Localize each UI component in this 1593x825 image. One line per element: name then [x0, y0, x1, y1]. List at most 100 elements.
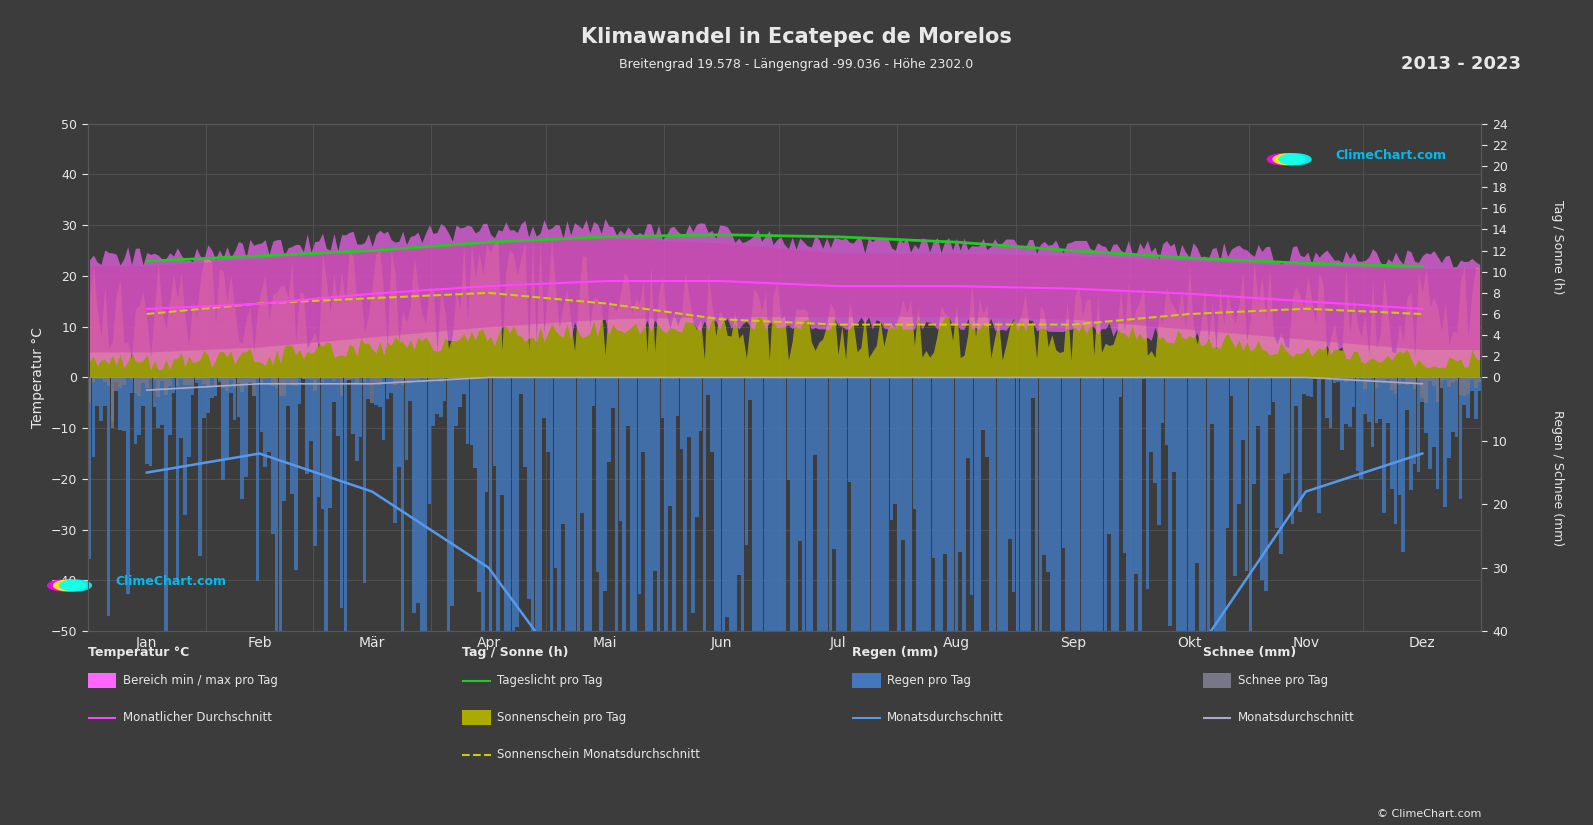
Bar — [1187, 378, 1192, 745]
Bar — [699, 378, 703, 431]
Text: Bereich min / max pro Tag: Bereich min / max pro Tag — [123, 674, 277, 687]
Bar — [276, 378, 279, 388]
Text: Regen / Schnee (mm): Regen / Schnee (mm) — [1552, 411, 1564, 546]
Text: 2013 - 2023: 2013 - 2023 — [1402, 55, 1521, 73]
Bar — [763, 378, 768, 825]
Bar — [401, 378, 405, 825]
Bar — [1137, 378, 1142, 825]
Bar — [1383, 378, 1386, 383]
Bar — [440, 378, 443, 417]
Bar — [317, 378, 320, 379]
Bar — [1206, 378, 1211, 825]
Bar — [538, 378, 542, 727]
Bar — [306, 378, 309, 474]
Bar — [328, 378, 331, 508]
Bar — [1230, 378, 1233, 396]
Bar — [148, 378, 153, 465]
Bar — [298, 378, 301, 403]
Bar — [757, 378, 760, 825]
Bar — [1004, 378, 1008, 755]
Bar — [237, 378, 241, 383]
Bar — [221, 378, 225, 479]
Bar — [1344, 378, 1348, 423]
Bar — [470, 378, 473, 445]
Bar — [104, 378, 107, 382]
Bar — [1069, 378, 1072, 825]
Bar — [847, 378, 851, 483]
Bar — [363, 378, 366, 583]
Bar — [1000, 378, 1004, 825]
Bar — [186, 378, 191, 457]
Bar — [809, 378, 812, 825]
Bar — [664, 378, 667, 825]
Bar — [516, 378, 519, 627]
Bar — [191, 378, 194, 395]
Bar — [1462, 378, 1466, 396]
Bar — [175, 378, 178, 386]
Bar — [213, 378, 217, 386]
Bar — [271, 378, 274, 386]
Bar — [183, 378, 186, 385]
Bar — [142, 378, 145, 406]
Bar — [397, 378, 401, 383]
Bar — [320, 378, 325, 509]
Bar — [580, 378, 585, 513]
Bar — [374, 378, 378, 405]
Bar — [344, 378, 347, 380]
Bar — [725, 378, 730, 617]
Bar — [1107, 378, 1110, 534]
Bar — [566, 378, 569, 757]
Bar — [312, 378, 317, 391]
Bar — [667, 378, 672, 507]
Bar — [1233, 378, 1238, 576]
Bar — [878, 378, 883, 825]
Bar — [393, 378, 397, 523]
Bar — [1372, 378, 1375, 447]
Bar — [626, 378, 629, 426]
Bar — [446, 378, 451, 380]
Bar — [1168, 378, 1172, 626]
Bar — [1356, 378, 1359, 382]
Text: Klimawandel in Ecatepec de Morelos: Klimawandel in Ecatepec de Morelos — [581, 27, 1012, 47]
Bar — [473, 378, 476, 468]
Bar — [1134, 378, 1137, 574]
Bar — [561, 378, 566, 524]
Bar — [1180, 378, 1184, 825]
Bar — [1337, 378, 1340, 380]
Bar — [607, 378, 610, 462]
Text: ClimeChart.com: ClimeChart.com — [1335, 149, 1446, 163]
Bar — [1427, 378, 1432, 380]
Bar — [205, 378, 210, 412]
Bar — [256, 378, 260, 379]
Bar — [104, 378, 107, 406]
Bar — [908, 378, 913, 662]
Bar — [1337, 378, 1340, 382]
Bar — [153, 378, 156, 380]
Bar — [1123, 378, 1126, 553]
Bar — [1012, 378, 1015, 592]
Bar — [427, 378, 432, 503]
Bar — [233, 378, 236, 388]
Bar — [782, 378, 787, 825]
Bar — [233, 378, 236, 420]
Bar — [1096, 378, 1099, 825]
Bar — [653, 378, 656, 571]
Bar — [550, 378, 553, 825]
Bar — [695, 378, 699, 516]
Bar — [1397, 378, 1402, 495]
Bar — [1474, 378, 1478, 419]
Bar — [530, 378, 534, 825]
Bar — [413, 378, 416, 380]
Bar — [161, 378, 164, 425]
Bar — [1348, 378, 1351, 427]
Bar — [1446, 378, 1451, 458]
Bar — [1268, 378, 1271, 415]
Bar — [350, 378, 355, 434]
Bar — [1093, 378, 1096, 825]
Bar — [1454, 378, 1459, 437]
Text: Regen (mm): Regen (mm) — [852, 646, 938, 659]
Text: © ClimeChart.com: © ClimeChart.com — [1376, 808, 1481, 818]
Bar — [768, 378, 771, 825]
Bar — [1470, 378, 1474, 391]
Bar — [167, 378, 172, 435]
